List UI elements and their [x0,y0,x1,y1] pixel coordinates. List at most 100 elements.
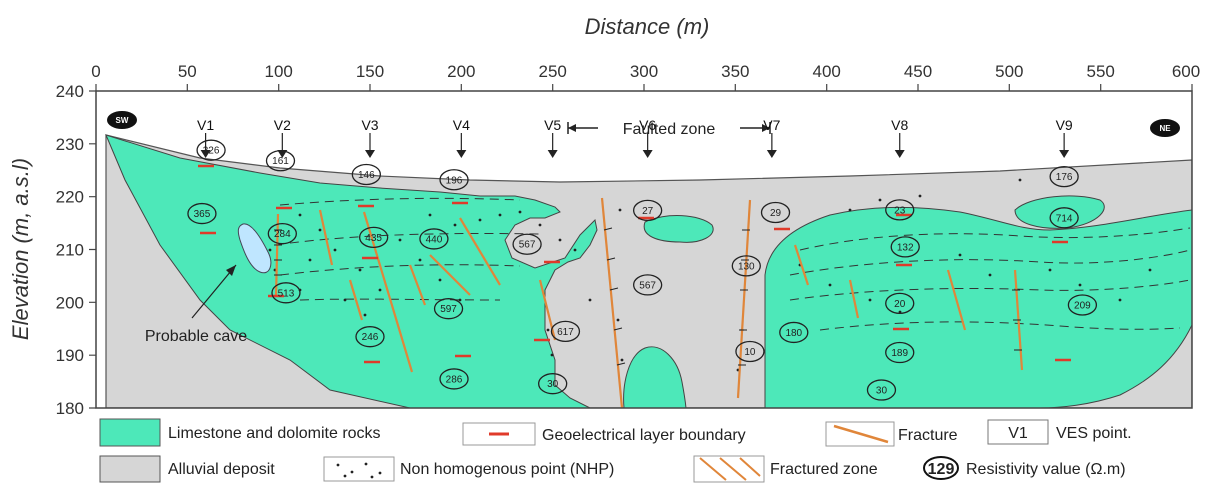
resistivity-text: 567 [639,280,656,291]
y-tick-label: 220 [56,188,84,207]
sw-marker: SW [107,111,137,129]
ves-points-layer: V1 V2 V3 V4 V5 V6 V7 V8 V9 [197,117,1073,158]
ves-point-arrow [1059,150,1070,158]
resistivity-value: 30 [866,379,897,401]
resistivity-text: 513 [278,288,295,299]
resistivity-circle [1067,294,1098,316]
y-tick-label: 240 [56,82,84,101]
legend-resistivity-sample: 129 [928,461,955,478]
resistivity-value: 30 [538,373,568,395]
resistivity-value: 326 [196,139,226,161]
resistivity-value: 714 [1049,207,1079,229]
resistivity-value: 435 [359,226,389,248]
ves-point-arrow [200,150,211,158]
resistivity-text: 27 [642,206,654,217]
ves-point: V7 [763,117,781,158]
resistivity-value: 567 [512,233,542,255]
resistivity-value: 246 [355,326,385,348]
ves-point-arrow [894,150,905,158]
resistivity-text: 617 [557,327,574,338]
ves-point: V4 [453,117,470,158]
limestone-bottom-knob [623,346,687,408]
cave-annotation: Probable cave [145,264,247,345]
legend-boundary-label: Geoelectrical layer boundary [542,427,746,444]
ne-label: NE [1159,124,1171,133]
y-axis-title: Elevation (m, a.s.l) [8,158,33,340]
resistivity-circle [885,199,915,221]
x-axis-title: Distance (m) [585,14,710,39]
x-tick-label: 600 [1172,62,1200,81]
ves-point-arrow [766,150,777,158]
x-tick-label: 450 [904,62,932,81]
legend: Limestone and dolomite rocks Geoelectric… [99,418,1132,483]
legend-limestone-swatch [99,418,161,447]
legend-fractured-zone-lines [699,457,761,481]
resistivity-circle [267,222,297,245]
resistivity-value: 29 [760,201,791,224]
resistivity-value: 284 [267,222,297,245]
resistivity-value: 365 [187,202,217,225]
resistivity-circle [890,236,920,258]
resistivity-text: 180 [785,328,802,339]
legend-resistivity-sample-circle [923,456,959,480]
resistivity-text: 132 [897,242,914,253]
resistivity-value: 161 [265,150,296,172]
resistivity-value: 20 [885,292,915,315]
legend-limestone-label: Limestone and dolomite rocks [168,425,381,442]
nhp-dots [268,178,1152,372]
limestone-lens-right [1014,195,1105,229]
resistivity-value: 209 [1067,294,1098,316]
legend-fractured-zone-label: Fractured zone [770,461,878,478]
ves-point: V3 [361,117,379,158]
x-tick-label: 150 [356,62,384,81]
resistivity-circle [1049,207,1079,229]
resistivity-circle [633,274,663,296]
resistivity-circle [512,233,542,255]
ves-point-label: V5 [544,117,561,133]
ves-point-label: V8 [891,117,908,133]
ves-point-label: V2 [274,117,291,133]
resistivity-text: 714 [1056,213,1073,224]
resistivity-text: 30 [547,379,559,390]
legend-alluvial-label: Alluvial deposit [168,461,275,478]
faulted-zone-label: Faulted zone [623,121,716,138]
resistivity-text: 161 [272,156,289,167]
y-tick-labels: 240 230 220 210 200 190 180 [56,82,84,418]
sw-label: SW [116,116,129,125]
y-tick-label: 200 [56,293,84,312]
resistivity-circle [866,379,897,401]
resistivity-value: 196 [439,169,469,191]
legend-nhp-label: Non homogenous point (NHP) [400,461,614,478]
resistivity-value: 513 [271,282,301,304]
resistivity-circle [439,368,469,390]
resistivity-circle [538,373,568,395]
resistivity-circle [433,298,464,320]
ves-point: V2 [274,117,291,158]
resistivity-circle [1049,165,1079,188]
cave-body [237,223,272,274]
resistivity-circle [271,282,301,304]
resistivity-text: 23 [894,205,906,216]
resistivity-text: 196 [446,175,463,186]
legend-alluvial-swatch [99,455,161,483]
legend-nhp-box [323,456,395,482]
resistivity-value: 617 [550,320,581,343]
legend-ves-box [987,419,1049,445]
resistivity-circle [735,340,765,363]
resistivity-circle [885,292,915,315]
resistivity-text: 246 [362,332,379,343]
x-tick-label: 550 [1087,62,1115,81]
resistivity-circle [779,321,809,344]
resistivity-value: 440 [419,228,449,250]
ves-point-arrow [365,150,375,158]
ves-point: V6 [639,117,656,158]
x-tick-label: 300 [630,62,658,81]
resistivity-text: 130 [738,261,755,272]
resistivity-value: 567 [633,274,663,296]
legend-resistivity-label: Resistivity value (Ω.m) [966,461,1126,478]
resistivity-text: 284 [274,229,291,240]
faulted-zone-marker: Faulted zone [567,121,771,138]
ves-point-arrow [547,150,558,158]
resistivity-value: 597 [433,298,464,320]
